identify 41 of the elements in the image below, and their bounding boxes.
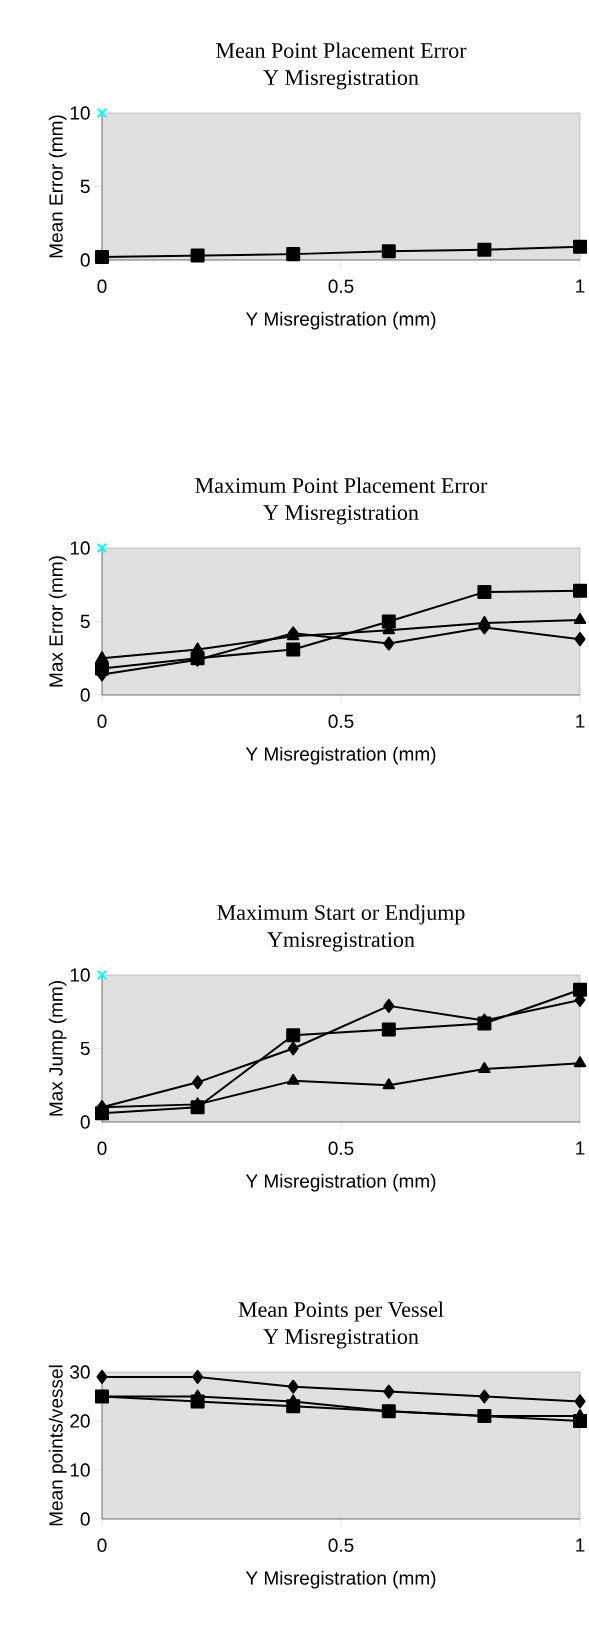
y-axis-title: Mean points/vessel: [48, 1365, 67, 1526]
x-axis-title: Y Misregistration (mm): [245, 311, 436, 330]
y-tick-label: 10: [70, 1463, 90, 1477]
y-tick-label: 5: [80, 1041, 90, 1056]
y-axis-title: Max Error (mm): [48, 556, 67, 687]
y-tick-label: 20: [70, 1414, 90, 1428]
x-tick-label: 1: [576, 1141, 585, 1155]
x-axis-title: Y Misregistration (mm): [245, 746, 436, 765]
x-tick-label: 1: [576, 279, 585, 293]
y-axis-title: Mean Error (mm): [48, 115, 67, 258]
x-tick-label: 0: [97, 1538, 107, 1552]
x-axis-title: Y Misregistration (mm): [245, 1173, 436, 1192]
chart-title: Maximum Start or Endjump: [217, 904, 465, 925]
y-tick-label: 5: [80, 179, 90, 194]
x-axis-title: Y Misregistration (mm): [245, 1570, 436, 1589]
y-tick-label: 5: [80, 614, 90, 629]
x-tick-label: 0: [97, 1141, 107, 1155]
y-tick-label: 0: [80, 688, 90, 702]
y-tick-label: 0: [80, 1512, 90, 1526]
x-tick-label: 0.5: [328, 714, 354, 728]
x-tick-label: 0: [97, 279, 107, 293]
y-axis-title: Max Jump (mm): [48, 981, 67, 1116]
chart-title: Mean Point Placement Error: [216, 42, 467, 58]
x-tick-label: 0.5: [328, 1538, 354, 1552]
x-tick-label: 0: [97, 714, 107, 728]
y-tick-label: 10: [70, 968, 90, 982]
chart-subtitle: Ymisregistration: [267, 932, 415, 952]
x-tick-label: 1: [576, 1538, 585, 1552]
chart-title: Maximum Point Placement Error: [195, 477, 488, 493]
y-tick-label: 10: [70, 541, 90, 555]
y-tick-label: 10: [70, 106, 90, 120]
chart-subtitle: Y Misregistration: [263, 70, 419, 90]
chart-title: Mean Points per Vessel: [238, 1301, 444, 1322]
x-tick-label: 0.5: [328, 1141, 354, 1155]
y-tick-label: 30: [70, 1365, 90, 1379]
x-tick-label: 0.5: [328, 279, 354, 293]
x-tick-label: 1: [576, 714, 585, 728]
chart-subtitle: Y Misregistration: [263, 1329, 419, 1349]
chart-subtitle: Y Misregistration: [263, 505, 419, 525]
y-tick-label: 0: [80, 253, 90, 267]
y-tick-label: 0: [80, 1115, 90, 1129]
